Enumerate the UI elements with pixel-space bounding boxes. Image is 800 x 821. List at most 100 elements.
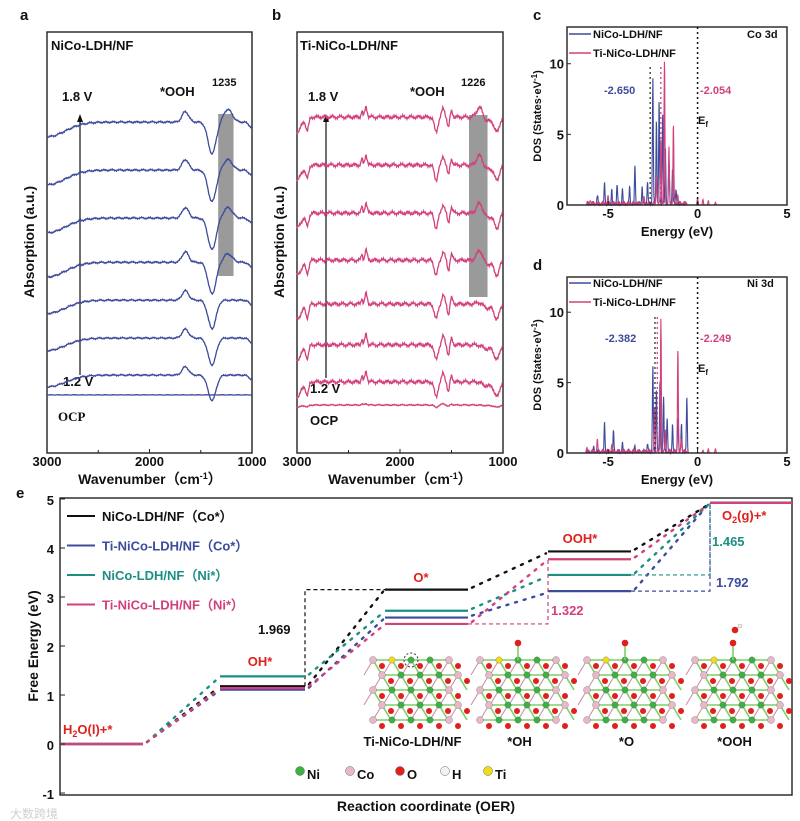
atom [533,716,541,724]
y-axis-title: Absorption (a.u.) [271,186,287,298]
atom [611,671,619,679]
atom [767,686,775,694]
panel-d-ni3d-dos: NiCo-LDH/NF Ti-NiCo-LDH/NF Ni 3d -2.382 … [530,276,791,487]
atom [659,656,667,664]
panel-letter-a: a [20,7,29,24]
atom [767,708,773,714]
fermi-level-label: Ef [698,115,708,129]
ir-spectrum-curve [46,365,253,402]
atom [378,671,386,679]
step-label-o2: O2(g)+* [722,508,767,525]
atom [739,723,745,729]
limiting-step-bracket [468,559,549,625]
x-tick-label: 1000 [489,454,518,469]
atom [777,693,783,699]
atom [659,716,667,724]
structure-model [577,639,684,729]
atom [739,693,745,699]
x-axis-title: Wavenumber（cm-1） [328,471,472,487]
level-connector [145,688,220,744]
legend-label-nico: NiCo-LDH/NF [593,278,663,290]
atom [426,708,432,714]
structure-model [685,623,792,729]
x-tick-label: 5 [783,206,790,221]
y-axis-title: Free Energy (eV) [25,590,41,701]
atom [495,656,503,664]
atom [668,701,676,709]
atom [388,708,394,714]
atom [426,686,434,694]
atom [407,716,415,724]
structure-label: *OH [507,734,532,749]
dos-curve-ti-nico [567,61,787,207]
structure-label: Ti-NiCo-LDH/NF [364,734,462,749]
atom [495,678,501,684]
atom [786,708,792,714]
x-axis-title: Wavenumber（cm-1） [78,471,222,487]
atom [533,656,541,664]
ooh-band-highlight [218,114,234,276]
atom [621,678,627,684]
orbital-label: Ni 3d [747,278,774,290]
atom [612,723,618,729]
atom [602,656,610,664]
atom [561,671,569,679]
atom [417,663,423,669]
atom [700,701,708,709]
dos-curve-nico [567,78,787,208]
atom [720,693,726,699]
atom-ni-icon [295,766,305,776]
ir-spectrum-curve [296,290,504,322]
legend-label: NiCo-LDH/NF（Ni*） [102,568,228,583]
atom [379,693,385,699]
atom [398,693,404,699]
atom-o-icon [395,766,405,776]
panel-letter-e: e [16,485,24,502]
atom [748,656,756,664]
atom [454,701,462,709]
step-label-o: O* [413,570,429,585]
limiting-step-value: 1.969 [258,622,291,637]
atom [445,656,453,664]
atom [416,701,424,709]
atom [464,678,470,684]
atom [776,701,784,709]
atom [612,663,618,669]
atom [486,693,492,699]
x-tick-label: 1000 [238,454,267,469]
atom [542,671,550,679]
x-tick-label: 3000 [283,454,312,469]
arrow-bottom-label: 1.2 V [63,374,94,389]
atom [523,701,531,709]
limiting-step-value: 1.792 [716,575,749,590]
adsorbate-atom [729,639,737,647]
atom [729,678,735,684]
atom [669,723,675,729]
level-connector [633,503,710,591]
x-axis-title: Reaction coordinate (OER) [337,798,515,814]
ir-spectrum-curve [296,369,504,400]
atom [719,701,727,709]
atom [758,663,764,669]
atom [710,678,716,684]
panel-letter-d: d [533,257,542,274]
atom [407,686,415,694]
atom [426,716,434,724]
panel-b-ir-spectra: Ti-NiCo-LDH/NF 1.8 V 1.2 V OCP *OOH 1226… [271,31,518,487]
atom [504,671,512,679]
y-tick-label: -1 [42,787,54,802]
atom [748,708,754,714]
atom [514,678,520,684]
legend-label: Ti-NiCo-LDH/NF（Co*） [102,539,248,554]
atom [379,723,385,729]
atom [388,716,396,724]
atom [505,723,511,729]
atom [650,693,656,699]
atom [669,663,675,669]
atom [369,686,377,694]
panel-c-co3d-dos: NiCo-LDH/NF Ti-NiCo-LDH/NF Co 3d -2.650 … [530,26,791,239]
atom [668,671,676,679]
x-tick-label: 0 [694,454,701,469]
atom [583,686,591,694]
x-tick-label: 5 [783,454,790,469]
